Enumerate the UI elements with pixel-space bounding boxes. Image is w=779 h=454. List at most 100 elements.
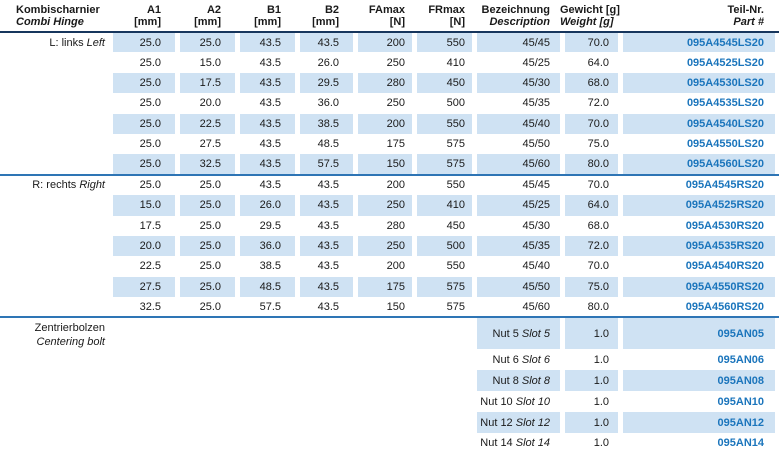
cell-description: Nut 8 Slot 8 (472, 370, 560, 392)
cell-famax: 175 (386, 138, 405, 151)
cell-a2 (175, 370, 235, 391)
cell-weight: 68.0 (587, 219, 609, 232)
cell-a1: 25.0 (108, 154, 175, 175)
cell-b1: 43.5 (235, 72, 295, 94)
column-header-b1: B1 [mm] (235, 0, 295, 33)
cell-description: 45/40 (522, 260, 550, 273)
cell-frmax (412, 316, 472, 350)
section-label-spacer (0, 52, 108, 72)
table-row: Nut 8 Slot 8 1.0 095AN08 (0, 370, 779, 392)
cell-famax: 280 (353, 72, 412, 94)
cell-a1 (108, 391, 175, 412)
cell-a2: 20.0 (199, 97, 221, 110)
table-title: Kombischarnier Combi Hinge (0, 0, 108, 33)
cell-part-number: 095A4535RS20 (618, 235, 779, 257)
table-row: Zentrierbolzen Centering bolt Nut 5 Slot 5… (0, 316, 779, 350)
cell-weight: 1.0 (560, 370, 618, 392)
cell-b1 (235, 391, 295, 412)
cell-description: 45/30 (472, 72, 560, 94)
cell-a1 (108, 433, 175, 454)
cell-a2: 15.0 (199, 56, 221, 69)
cell-frmax: 410 (446, 56, 465, 69)
table-row: Nut 6 Slot 6 1.0 095AN06 (0, 349, 779, 370)
cell-famax: 150 (386, 300, 405, 313)
cell-weight: 72.0 (560, 235, 618, 257)
cell-a2 (175, 349, 235, 370)
cell-frmax: 450 (446, 219, 465, 232)
section-label-spacer (0, 277, 108, 297)
cell-a2: 25.0 (175, 235, 235, 257)
cell-b1: 57.5 (259, 300, 281, 313)
section-label-spacer (0, 236, 108, 256)
cell-a1: 25.0 (139, 138, 161, 151)
cell-frmax: 575 (446, 138, 465, 151)
cell-famax (353, 391, 412, 412)
section-label-spacer (0, 370, 108, 391)
cell-part-number: 095A4560RS20 (685, 300, 764, 313)
section-label: R: rechts Right (0, 173, 108, 196)
cell-famax (353, 412, 412, 433)
cell-description: 45/35 (472, 235, 560, 257)
cell-frmax (412, 349, 472, 370)
cell-frmax: 575 (412, 276, 472, 298)
cell-b2: 43.5 (295, 173, 353, 196)
cell-weight: 70.0 (587, 260, 609, 273)
cell-b2: 36.0 (317, 97, 339, 110)
cell-weight: 80.0 (560, 154, 618, 175)
table-row: 25.0 27.5 43.5 48.5 175 575 45/50 75.0 095A4550L… (0, 134, 779, 154)
cell-part-number: 095A4545LS20 (618, 32, 779, 53)
table-title-de: Kombischarnier (16, 4, 100, 16)
cell-frmax (412, 391, 472, 412)
section-label-spacer (0, 114, 108, 134)
table-row: 25.0 20.0 43.5 36.0 250 500 45/35 72.0 095A4535L… (0, 93, 779, 113)
cell-frmax: 450 (412, 72, 472, 94)
cell-part-number: 095AN14 (717, 437, 764, 450)
section-label-spacer (0, 93, 108, 113)
cell-famax: 200 (353, 173, 412, 196)
cell-b1 (235, 349, 295, 370)
cell-weight: 70.0 (560, 173, 618, 196)
cell-part-number: 095A4525LS20 (686, 56, 764, 69)
table-row: R: rechts Right 25.0 25.0 43.5 43.5 200 550 45/… (0, 173, 779, 196)
cell-a2 (175, 433, 235, 454)
cell-b1: 43.5 (235, 113, 295, 134)
cell-b2: 43.5 (317, 300, 339, 313)
cell-a1: 20.0 (108, 235, 175, 257)
section-label-spacer (0, 433, 108, 454)
cell-famax (353, 433, 412, 454)
cell-a1: 25.0 (108, 113, 175, 134)
cell-a2 (175, 391, 235, 412)
cell-description: 45/25 (522, 56, 550, 69)
cell-frmax: 575 (412, 154, 472, 175)
cell-description: 45/30 (522, 219, 550, 232)
cell-part-number: 095A4560LS20 (618, 154, 779, 175)
cell-weight: 1.0 (593, 353, 609, 366)
column-header-b2: B2 [mm] (295, 0, 353, 33)
table-row: 15.0 25.0 26.0 43.5 250 410 45/25 64.0 095A4525R… (0, 195, 779, 216)
cell-b2: 43.5 (317, 260, 339, 273)
table-row: Nut 12 Slot 12 1.0 095AN12 (0, 412, 779, 434)
cell-b1 (235, 370, 295, 391)
cell-b2: 48.5 (317, 138, 339, 151)
cell-a1 (108, 349, 175, 370)
cell-weight: 1.0 (593, 395, 609, 408)
column-header-a1: A1 [mm] (108, 0, 175, 33)
cell-part-number: 095AN06 (717, 353, 764, 366)
cell-part-number: 095A4540LS20 (618, 113, 779, 134)
cell-b1 (235, 433, 295, 454)
section-label-spacer (0, 134, 108, 154)
section-label-spacer (0, 297, 108, 317)
cell-a2: 25.0 (199, 260, 221, 273)
cell-b2: 43.5 (295, 32, 353, 53)
cell-a2: 25.0 (199, 300, 221, 313)
cell-part-number: 095AN12 (618, 412, 779, 434)
cell-frmax: 575 (446, 300, 465, 313)
cell-frmax (412, 412, 472, 433)
cell-a2: 25.0 (175, 32, 235, 53)
cell-frmax: 550 (412, 173, 472, 196)
cell-b1: 36.0 (235, 235, 295, 257)
cell-b2: 29.5 (295, 72, 353, 94)
cell-b1: 43.5 (259, 97, 281, 110)
cell-part-number: 095A4530LS20 (618, 72, 779, 94)
cell-b2: 43.5 (295, 195, 353, 216)
